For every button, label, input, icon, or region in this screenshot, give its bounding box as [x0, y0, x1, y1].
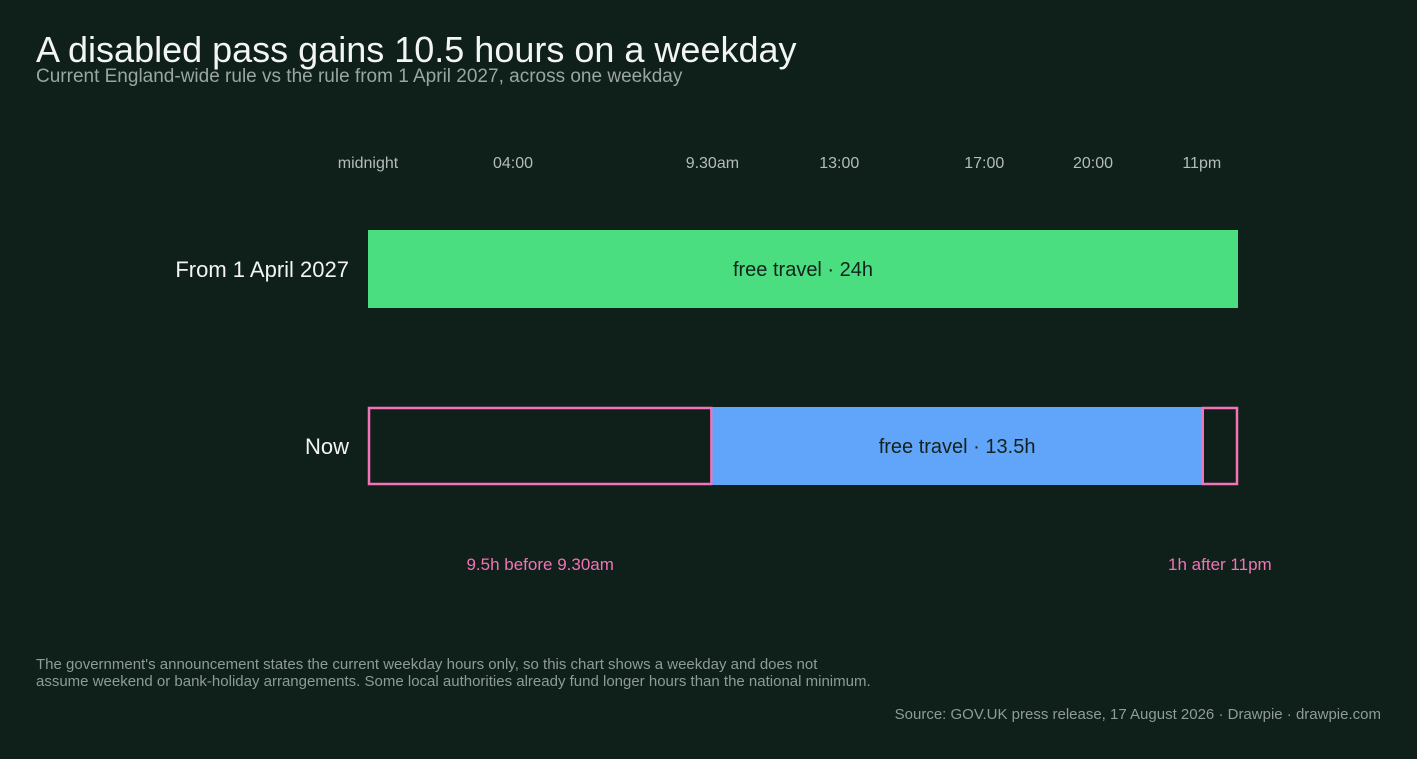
bar-data-label: free travel · 24h	[733, 259, 873, 281]
restricted-hours-annotation: 1h after 11pm	[1168, 555, 1272, 574]
free-travel-bar	[712, 407, 1202, 485]
x-tick-label: 13:00	[819, 155, 859, 172]
chart-annotations: 9.5h before 9.30am 1h after 11pm	[466, 555, 1271, 574]
row-label: Now	[305, 434, 349, 459]
restricted-hours-bar	[1201, 406, 1239, 486]
footnote-line-1: The government's announcement states the…	[36, 656, 818, 673]
bar-data-label: free travel · 13.5h	[879, 436, 1036, 458]
x-tick-label: 9.30am	[686, 155, 739, 172]
footnote-line-2: assume weekend or bank-holiday arrangeme…	[36, 673, 871, 690]
source-credit: Source: GOV.UK press release, 17 August …	[894, 706, 1381, 723]
travel-hours-chart: midnight 04:00 9.30am 13:00 17:00 20:00 11pm F…	[175, 155, 1271, 574]
restricted-hours-annotation: 9.5h before 9.30am	[466, 555, 613, 574]
restricted-hours-bar	[367, 406, 713, 486]
x-tick-label: 04:00	[493, 155, 533, 172]
free-travel-bar	[368, 230, 1238, 308]
x-tick-label: 20:00	[1073, 155, 1113, 172]
footnote: The government's announcement states the…	[36, 656, 996, 690]
chart-subtitle: Current England-wide rule vs the rule fr…	[36, 66, 683, 87]
x-tick-label: 17:00	[964, 155, 1004, 172]
row-label: From 1 April 2027	[175, 257, 349, 282]
chart-title: A disabled pass gains 10.5 hours on a we…	[36, 29, 797, 70]
x-tick-label: 11pm	[1182, 155, 1221, 172]
x-tick-label: midnight	[338, 155, 399, 172]
chart-rows: From 1 April 2027 free travel · 24h Now fre…	[175, 230, 1239, 486]
x-axis-ticks: midnight 04:00 9.30am 13:00 17:00 20:00 11pm	[338, 155, 1221, 172]
